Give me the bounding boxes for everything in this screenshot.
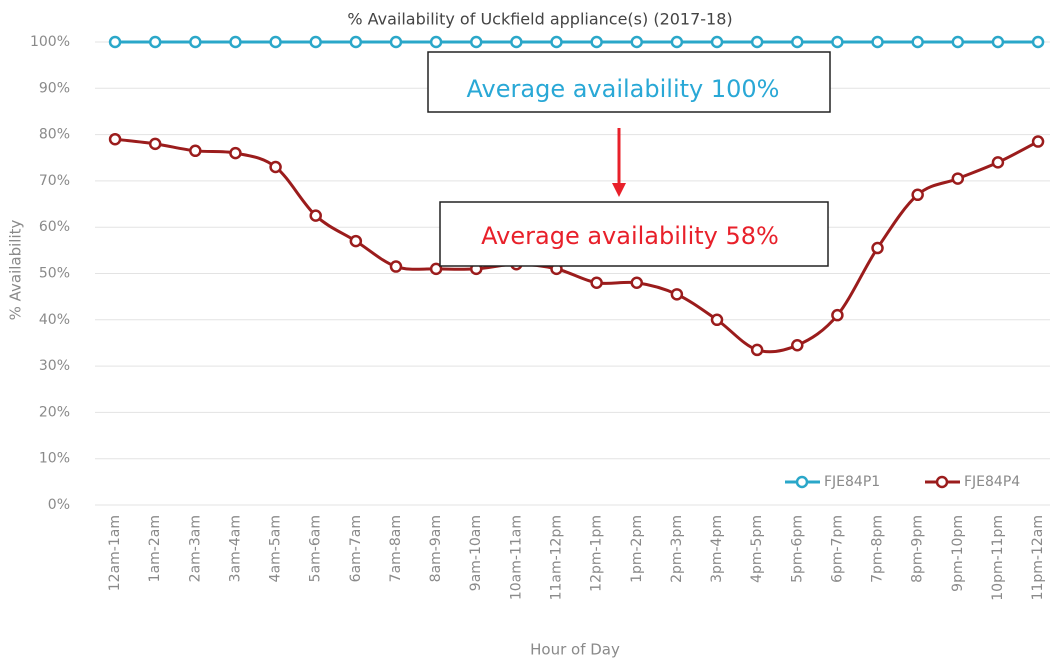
legend-marker [795, 475, 809, 489]
marker [389, 35, 403, 49]
annotation: Average availability 58% [481, 222, 779, 250]
x-tick-label: 8am-9am [428, 515, 444, 582]
legend-label: FJE84P1 [824, 474, 880, 490]
y-tick-label: 0% [48, 497, 70, 513]
x-axis-label: Hour of Day [530, 641, 620, 659]
y-tick-label: 50% [39, 266, 70, 282]
x-tick-label: 5am-6am [308, 515, 324, 582]
marker [670, 288, 684, 301]
marker [991, 156, 1005, 169]
marker [871, 241, 884, 255]
x-tick-label: 2pm-3pm [669, 515, 685, 583]
marker [630, 276, 644, 290]
x-tick-label: 6am-7am [348, 515, 364, 582]
marker [750, 343, 764, 357]
x-tick-label: 1pm-2pm [629, 515, 645, 583]
x-tick-label: 10am-11am [508, 515, 524, 600]
marker [590, 35, 603, 49]
x-tick-label: 3pm-4pm [709, 515, 725, 583]
x-tick-label: 9am-10am [468, 515, 484, 591]
marker [831, 35, 844, 49]
marker [309, 209, 322, 222]
y-tick-label: 10% [39, 451, 70, 467]
marker [791, 35, 804, 49]
marker [791, 339, 804, 352]
plot-area: 0% 10% 20% 30% 40% 50% 60% 70% 80% 90% 100% 12am-1a… [30, 34, 1050, 601]
marker [229, 35, 242, 49]
marker [590, 276, 603, 290]
x-tick-label: 12pm-1pm [589, 515, 605, 592]
marker [630, 35, 644, 49]
marker [469, 35, 483, 49]
y-axis-label: % Availability [7, 219, 25, 320]
marker [189, 144, 202, 158]
marker [750, 35, 764, 49]
marker [1031, 35, 1045, 49]
marker [429, 35, 443, 49]
x-tick-label: 11pm-12am [1030, 515, 1046, 600]
x-tick-label: 7am-8am [388, 515, 404, 582]
annotation-box [427, 51, 831, 113]
marker [951, 35, 965, 49]
y-tick-label: 40% [39, 312, 70, 328]
marker [871, 35, 884, 49]
marker [269, 160, 282, 174]
y-tick-label: 70% [39, 173, 70, 189]
marker [1031, 135, 1045, 148]
chart-title: % Availability of Uckfield appliance(s) … [347, 10, 732, 29]
marker [670, 35, 684, 49]
x-tick-label: 3am-4am [227, 515, 243, 582]
marker [911, 35, 924, 49]
x-tick-label: 10pm-11pm [990, 515, 1006, 601]
marker [710, 313, 724, 327]
marker [189, 35, 202, 49]
marker [951, 172, 965, 185]
marker [309, 35, 322, 49]
marker [550, 35, 563, 49]
marker [510, 35, 523, 49]
marker [108, 132, 122, 146]
y-tick-label: 20% [39, 404, 70, 420]
marker [148, 137, 162, 151]
legend-label: FJE84P4 [964, 474, 1020, 490]
y-tick-label: 30% [39, 358, 70, 374]
x-tick-label: 12am-1am [107, 515, 123, 591]
x-tick-label: 4pm-5pm [749, 515, 765, 583]
marker [269, 35, 282, 49]
x-tick-label: 11am-12pm [548, 515, 564, 600]
x-tick-label: 7pm-8pm [870, 515, 886, 583]
x-tick-label: 9pm-10pm [950, 515, 966, 592]
marker [349, 35, 363, 49]
x-tick-label: 8pm-9pm [910, 515, 926, 583]
marker [389, 260, 403, 273]
annotation: Average availability 100% [467, 75, 780, 103]
marker [108, 35, 122, 49]
y-tick-label: 80% [39, 127, 70, 143]
marker [991, 35, 1005, 49]
y-tick-label: 100% [30, 34, 70, 50]
marker [349, 234, 363, 248]
marker [229, 146, 242, 160]
legend-marker [935, 475, 949, 489]
x-tick-label: 4am-5am [268, 515, 284, 582]
marker [429, 262, 443, 276]
marker [148, 35, 162, 49]
marker [710, 35, 724, 49]
marker [911, 188, 924, 202]
y-tick-label: 60% [39, 219, 70, 235]
annotation-box [439, 201, 829, 267]
x-tick-label: 5pm-6pm [789, 515, 805, 583]
arrow-head [612, 183, 626, 197]
x-tick-label: 1am-2am [147, 515, 163, 582]
x-tick-label: 6pm-7pm [829, 515, 845, 583]
marker [831, 308, 844, 322]
x-tick-label: 2am-3am [187, 515, 203, 582]
y-tick-label: 90% [39, 80, 70, 96]
